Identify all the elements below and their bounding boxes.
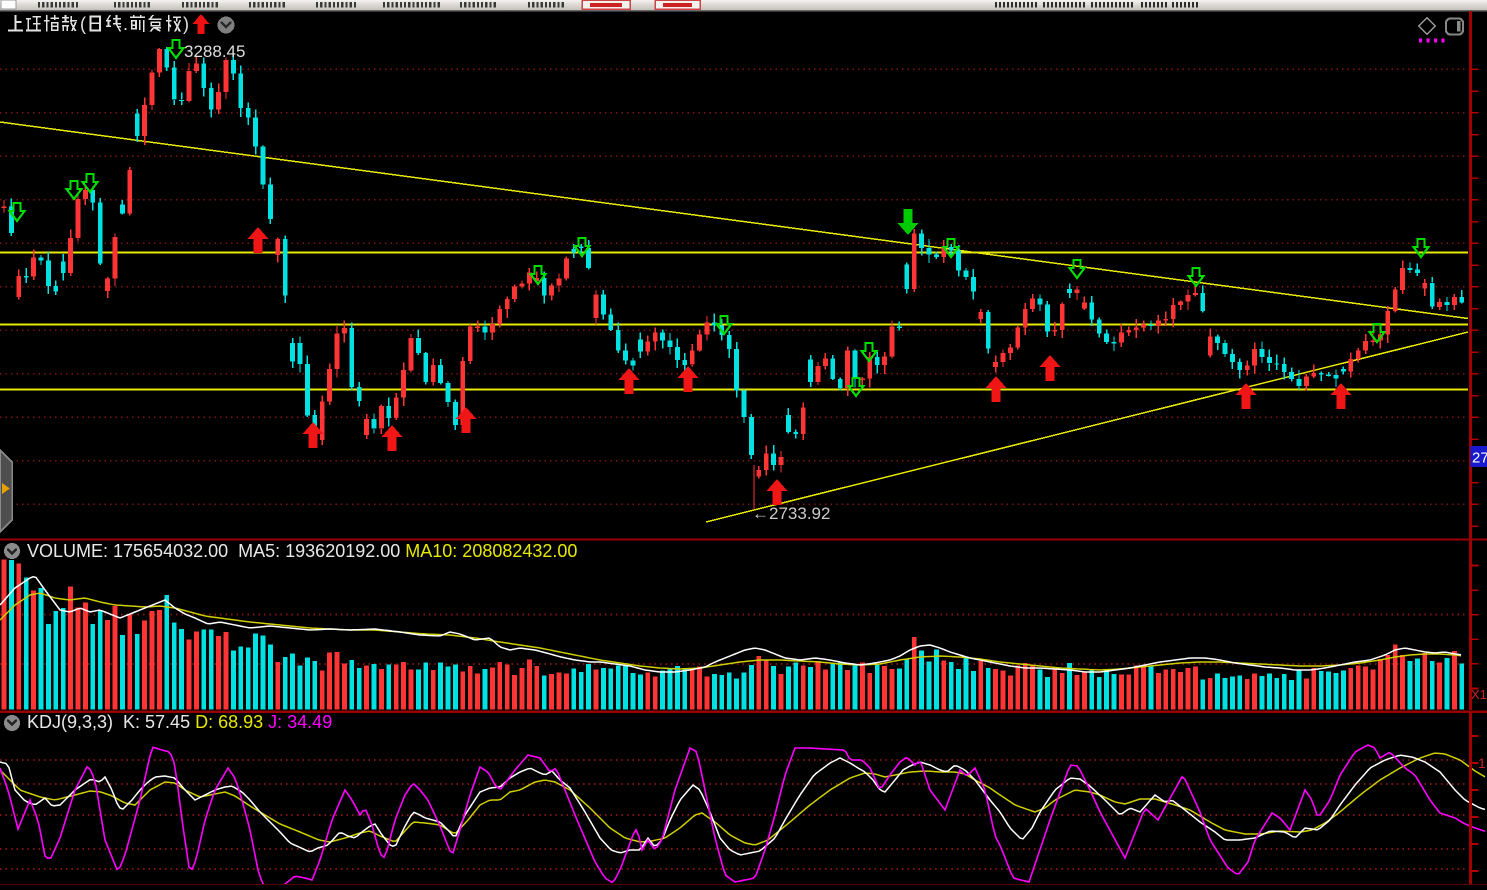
svg-text:.: . [123, 14, 128, 34]
svg-text:←2733.92: ←2733.92 [752, 504, 830, 523]
svg-text:(: ( [80, 14, 86, 34]
svg-text:3288.45: 3288.45 [184, 42, 245, 61]
svg-text:1: 1 [1478, 755, 1486, 771]
svg-text:VOLUME: 175654032.00 MA5: 193: VOLUME: 175654032.00 MA5: 193620192.00 M… [27, 541, 577, 561]
svg-text:27: 27 [1472, 450, 1487, 467]
svg-text:): ) [183, 14, 189, 34]
svg-text:KDJ(9,3,3) K: 57.45 D: 68.93: KDJ(9,3,3) K: 57.45 D: 68.93 J: 34.49 [27, 712, 332, 732]
svg-text:X1: X1 [1471, 687, 1487, 702]
